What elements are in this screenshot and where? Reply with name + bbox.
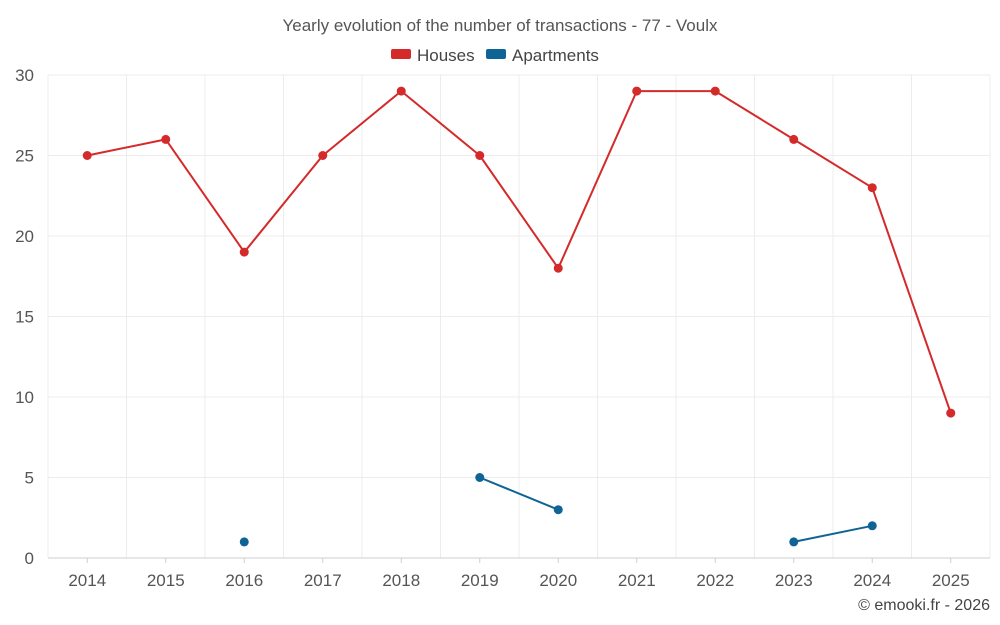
data-point-houses[interactable] (867, 183, 877, 193)
x-tick-label: 2021 (618, 571, 656, 590)
data-point-houses[interactable] (82, 151, 92, 160)
x-axis-ticks: 2014 2015 2016 2017 2018 2019 2020 2021 2022 2023… (68, 558, 970, 590)
data-point-houses[interactable] (553, 263, 563, 273)
data-point-apartments[interactable] (239, 537, 249, 547)
data-point-apartments[interactable] (475, 473, 485, 482)
x-tick-label: 2023 (775, 571, 813, 590)
data-point-houses[interactable] (632, 86, 642, 96)
data-point-houses[interactable] (946, 408, 956, 418)
y-tick-label: 5 (25, 469, 34, 488)
data-point-houses[interactable] (161, 134, 171, 144)
legend-swatch-apartments (486, 49, 506, 59)
data-point-apartments[interactable] (789, 537, 799, 547)
series-apartments (239, 473, 877, 547)
legend-swatch-houses (391, 49, 411, 59)
data-point-houses[interactable] (396, 86, 406, 96)
legend-label-houses: Houses (417, 46, 475, 65)
y-tick-label: 30 (15, 66, 34, 85)
y-tick-label: 25 (15, 147, 34, 166)
grid (47, 74, 991, 559)
x-tick-label: 2025 (932, 571, 970, 590)
legend: Houses Apartments (391, 46, 599, 65)
series (82, 86, 956, 547)
x-tick-label: 2014 (68, 571, 106, 590)
y-tick-label: 15 (15, 308, 34, 327)
x-tick-label: 2017 (304, 571, 342, 590)
data-point-houses[interactable] (239, 247, 249, 257)
legend-label-apartments: Apartments (512, 46, 599, 65)
legend-item-apartments[interactable]: Apartments (486, 46, 599, 65)
data-point-houses[interactable] (710, 86, 720, 96)
x-tick-label: 2024 (853, 571, 891, 590)
legend-item-houses[interactable]: Houses (391, 46, 475, 65)
y-tick-label: 10 (15, 388, 34, 407)
copyright-footer: © emooki.fr - 2026 (858, 597, 990, 614)
y-tick-label: 20 (15, 227, 34, 246)
series-line-apartments (793, 524, 873, 543)
data-point-houses[interactable] (789, 134, 799, 144)
x-tick-label: 2022 (696, 571, 734, 590)
data-point-apartments[interactable] (553, 505, 563, 515)
data-point-houses[interactable] (318, 151, 328, 160)
x-tick-label: 2018 (382, 571, 420, 590)
y-axis-ticks: 0 5 10 15 20 25 30 (15, 66, 34, 568)
series-line-apartments (479, 476, 559, 511)
series-houses (82, 86, 956, 418)
data-point-apartments[interactable] (867, 521, 877, 531)
y-tick-label: 0 (25, 549, 34, 568)
data-point-houses[interactable] (475, 151, 485, 160)
x-tick-label: 2019 (461, 571, 499, 590)
x-tick-label: 2020 (539, 571, 577, 590)
series-line-houses (87, 90, 952, 414)
x-tick-label: 2015 (147, 571, 185, 590)
chart-title: Yearly evolution of the number of transa… (282, 16, 718, 35)
x-tick-label: 2016 (225, 571, 263, 590)
